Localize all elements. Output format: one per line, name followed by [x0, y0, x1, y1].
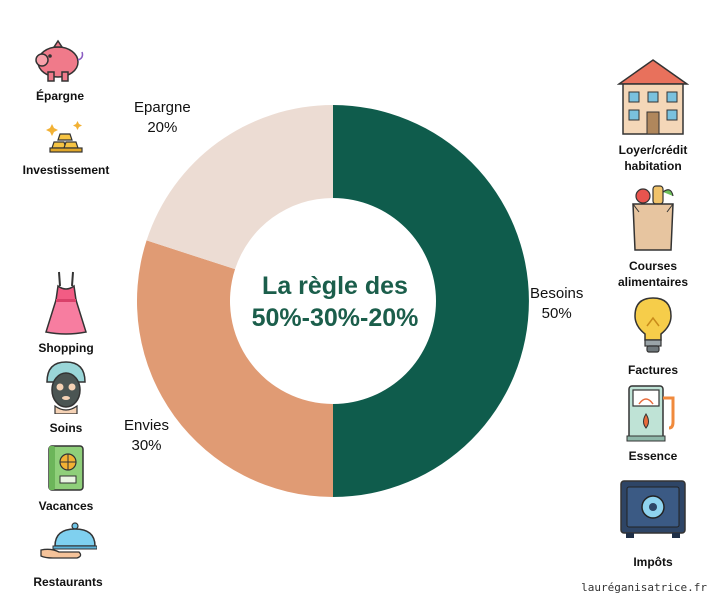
icon-block-impots: Impôts: [598, 478, 708, 570]
icon-label-shopping: Shopping: [38, 341, 94, 355]
icon-label-soins: Soins: [49, 421, 83, 435]
chart-title: La règle des 50%-30%-20%: [220, 270, 450, 334]
icon-label-impots: Impôts: [633, 555, 673, 569]
grocery-bag-icon: [632, 185, 674, 251]
icon-block-investissement: Investissement: [8, 120, 124, 178]
icon-label-vacances: Vacances: [38, 499, 94, 513]
watermark: lauréganisatrice.fr: [581, 581, 707, 594]
icon-block-epargne: Épargne: [18, 36, 102, 104]
piggy-bank-icon: [35, 39, 84, 82]
slice-label-epargne-value: 20%: [147, 119, 178, 136]
chart-title-line-1: La règle des: [262, 272, 408, 300]
slice-label-envies-value: 30%: [131, 437, 162, 454]
dress-icon: [45, 271, 87, 335]
icon-label-epargne: Épargne: [35, 89, 84, 103]
icon-label-loyer: Loyer/crédit habitation: [598, 142, 708, 174]
icon-block-essence: Essence: [598, 382, 708, 464]
icon-block-restaurants: Restaurants: [20, 522, 116, 590]
fuel-pump-icon: [626, 385, 675, 442]
slice-label-epargne: Epargne 20%: [134, 98, 191, 138]
icon-label-investissement: Investissement: [22, 163, 110, 177]
passport-icon: [48, 445, 84, 491]
house-icon: [617, 59, 689, 135]
icon-label-courses: Courses alimentaires: [598, 258, 708, 290]
slice-label-epargne-name: Epargne: [134, 99, 191, 116]
donut-slice-epargne: [146, 105, 333, 270]
slice-label-envies: Envies 30%: [124, 416, 169, 456]
icon-block-vacances: Vacances: [24, 444, 108, 514]
slice-label-envies-name: Envies: [124, 417, 170, 434]
chart-title-line-2: 50%-30%-20%: [251, 304, 419, 332]
icon-label-factures: Factures: [627, 363, 679, 377]
icon-label-essence: Essence: [628, 449, 678, 463]
icon-label-courses-line-2: alimentaires: [617, 275, 689, 289]
slice-label-besoins-value: 50%: [541, 305, 572, 322]
safe-icon: [620, 480, 686, 538]
icon-block-shopping: Shopping: [28, 270, 104, 356]
icon-label-loyer-line-2: habitation: [624, 159, 682, 173]
icon-block-factures: Factures: [598, 296, 708, 378]
cloche-icon: [40, 522, 97, 559]
icon-label-courses-line-1: Courses: [628, 259, 678, 273]
donut-slice-envies: [137, 240, 333, 497]
light-bulb-icon: [634, 297, 672, 353]
slice-label-besoins-name: Besoins: [530, 285, 584, 302]
icon-block-loyer: Loyer/crédit habitation: [598, 58, 708, 174]
icon-block-courses: Courses alimentaires: [598, 182, 708, 290]
icon-label-restaurants: Restaurants: [33, 575, 103, 589]
icon-block-soins: Soins: [28, 360, 104, 436]
face-mask-icon: [46, 361, 86, 414]
donut-slice-besoins: [333, 105, 529, 497]
icon-label-loyer-line-1: Loyer/crédit: [618, 143, 688, 157]
slice-label-besoins: Besoins 50%: [530, 284, 583, 324]
gold-bars-icon: [46, 121, 83, 153]
